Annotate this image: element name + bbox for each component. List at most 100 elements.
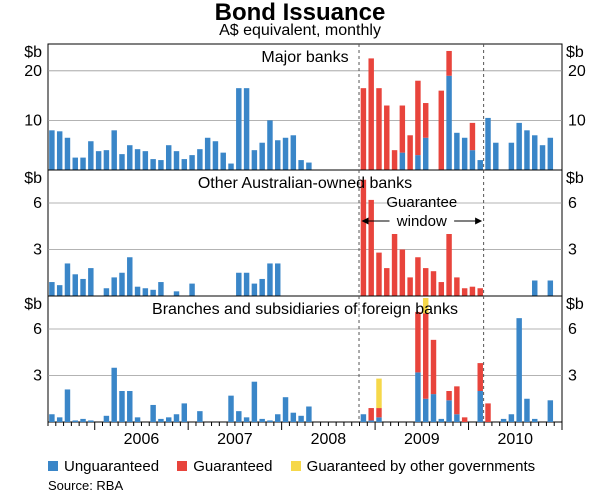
- bar-guaranteed: [446, 50, 452, 76]
- bar-guaranteed: [407, 277, 413, 296]
- bar-unguaranteed: [454, 414, 460, 422]
- bar-guaranteed: [415, 311, 421, 373]
- bar-unguaranteed: [150, 159, 156, 170]
- x-tick-label: 2009: [404, 431, 440, 448]
- bar-unguaranteed: [251, 150, 258, 170]
- bar-unguaranteed: [430, 394, 437, 422]
- legend-item-unguaranteed: Unguaranteed: [48, 458, 159, 475]
- bar-unguaranteed: [56, 131, 63, 170]
- bar-unguaranteed: [158, 160, 164, 170]
- bar-unguaranteed: [95, 151, 102, 170]
- bar-unguaranteed: [493, 142, 499, 170]
- bar-unguaranteed: [111, 130, 117, 170]
- bar-unguaranteed: [454, 132, 460, 170]
- bar-unguaranteed: [243, 88, 250, 170]
- bar-unguaranteed: [524, 130, 530, 170]
- bar-unguaranteed: [251, 283, 258, 296]
- legend-label-unguaranteed: Unguaranteed: [64, 458, 160, 475]
- bar-unguaranteed: [127, 145, 133, 170]
- bar-guaranteed: [422, 268, 429, 296]
- y-unit-label-left: $b: [24, 44, 42, 61]
- bar-unguaranteed: [446, 400, 452, 422]
- bar-unguaranteed: [150, 404, 156, 422]
- bar-unguaranteed: [56, 285, 63, 296]
- bar-guaranteed: [391, 150, 398, 170]
- legend-swatch-unguaranteed: [48, 461, 58, 471]
- bar-unguaranteed: [142, 151, 149, 170]
- y-tick-label-right: 20: [568, 63, 586, 80]
- bar-unguaranteed: [189, 155, 195, 170]
- bar-unguaranteed: [189, 283, 195, 296]
- x-tick-label: 2006: [124, 431, 160, 448]
- bar-unguaranteed: [368, 420, 374, 422]
- x-tick-label: 2008: [311, 431, 347, 448]
- bar-unguaranteed: [275, 263, 281, 296]
- bar-unguaranteed: [477, 160, 483, 170]
- bar-guaranteed: [469, 286, 476, 296]
- legend-swatch-other-gov: [290, 461, 301, 471]
- bar-unguaranteed: [415, 155, 421, 170]
- bar-unguaranteed: [422, 137, 429, 170]
- legend-label-guaranteed: Guaranteed: [193, 458, 273, 475]
- bar-unguaranteed: [127, 257, 133, 296]
- bar-unguaranteed: [204, 137, 211, 170]
- chart-title: Bond Issuance: [214, 0, 386, 26]
- bar-unguaranteed: [547, 280, 554, 296]
- bar-unguaranteed: [80, 418, 86, 422]
- bar-guaranteed: [430, 339, 437, 395]
- bar-guaranteed: [407, 135, 413, 170]
- bar-unguaranteed: [80, 157, 86, 170]
- bar-unguaranteed: [469, 150, 476, 170]
- bar-unguaranteed: [111, 367, 117, 422]
- panel-title: Major banks: [261, 49, 348, 66]
- bar-guaranteed: [438, 90, 445, 170]
- bar-guaranteed: [368, 199, 374, 296]
- bar-unguaranteed: [119, 154, 125, 170]
- bar-unguaranteed: [477, 391, 483, 422]
- bar-unguaranteed: [267, 120, 273, 170]
- bar-guaranteed: [384, 268, 390, 296]
- bar-unguaranteed: [236, 88, 242, 170]
- bar-unguaranteed: [119, 391, 125, 422]
- bar-unguaranteed: [88, 141, 94, 170]
- bar-unguaranteed: [508, 142, 515, 170]
- bar-unguaranteed: [422, 398, 429, 422]
- arrow-left-head: [361, 217, 369, 225]
- guarantee-window-label-line2: window: [396, 213, 447, 230]
- bar-unguaranteed: [376, 417, 382, 422]
- bar-unguaranteed: [267, 420, 273, 422]
- bar-unguaranteed: [134, 286, 141, 296]
- y-tick-label-left: 10: [24, 112, 42, 129]
- bar-unguaranteed: [197, 411, 203, 422]
- bar-guaranteed: [438, 282, 445, 296]
- y-unit-label-right: $b: [566, 44, 584, 61]
- bar-guaranteed: [399, 249, 406, 296]
- bar-unguaranteed: [282, 397, 289, 422]
- bar-unguaranteed: [165, 145, 172, 170]
- x-tick-label: 2010: [497, 431, 533, 448]
- y-tick-label-right: 6: [568, 321, 577, 338]
- bar-unguaranteed: [49, 282, 55, 296]
- y-tick-label-left: 3: [33, 368, 42, 385]
- bar-unguaranteed: [259, 418, 265, 422]
- bar-unguaranteed: [103, 150, 110, 170]
- bar-guaranteed-by-other-governments: [376, 378, 382, 409]
- bar-guaranteed: [368, 58, 374, 170]
- bar-guaranteed: [360, 179, 367, 296]
- y-tick-label-right: 3: [568, 242, 577, 259]
- y-tick-label-left: 3: [33, 242, 42, 259]
- y-tick-label-left: 20: [24, 63, 42, 80]
- bar-guaranteed: [454, 277, 460, 296]
- bar-unguaranteed: [500, 418, 507, 422]
- bar-guaranteed: [415, 257, 421, 296]
- bar-unguaranteed: [236, 411, 242, 422]
- bar-unguaranteed: [306, 406, 312, 422]
- bar-guaranteed: [477, 288, 483, 296]
- bar-guaranteed: [415, 80, 421, 156]
- bar-guaranteed: [376, 252, 382, 296]
- guarantee-window-label-line1: Guarantee: [386, 194, 457, 211]
- bar-guaranteed: [384, 105, 390, 170]
- bar-unguaranteed: [516, 318, 522, 422]
- bar-unguaranteed: [173, 291, 180, 296]
